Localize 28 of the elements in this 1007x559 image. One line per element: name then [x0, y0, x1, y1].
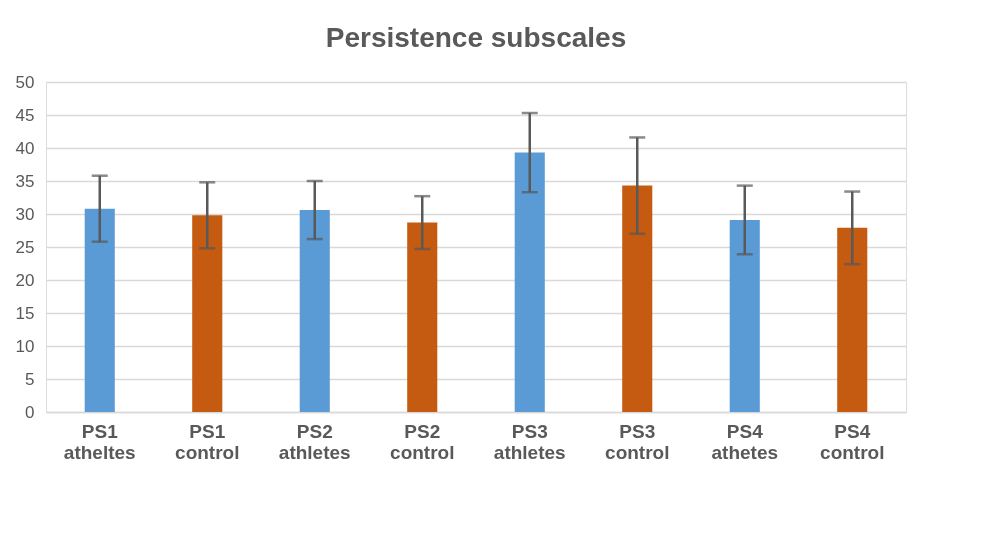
- y-tick-label: 0: [25, 402, 35, 422]
- y-tick-label: 25: [15, 237, 35, 257]
- bar: [514, 152, 545, 412]
- y-tick-label: 45: [15, 105, 35, 125]
- bar: [729, 219, 760, 412]
- bar: [299, 210, 330, 412]
- x-tick-label: PS4 athetes: [711, 420, 779, 463]
- y-tick-label: 5: [25, 369, 35, 389]
- x-tick-label: PS2 athletes: [278, 420, 351, 463]
- y-tick-label: 30: [15, 204, 35, 224]
- bar: [407, 222, 438, 412]
- y-tick-label: 15: [15, 303, 35, 323]
- y-tick-label: 50: [15, 72, 35, 92]
- bar: [837, 227, 868, 412]
- x-tick-label: PS3 control: [605, 420, 670, 463]
- y-tick-label: 20: [15, 270, 35, 290]
- x-tick-label: PS1 atheltes: [63, 420, 136, 463]
- y-tick-label: 40: [15, 138, 35, 158]
- bar: [622, 185, 653, 412]
- x-tick-label: PS2 control: [390, 420, 455, 463]
- x-tick-label: PS4 control: [820, 420, 885, 463]
- y-tick-label: 10: [15, 336, 35, 356]
- bar: [192, 215, 223, 412]
- x-tick-label: PS1 control: [175, 420, 240, 463]
- y-tick-label: 35: [15, 171, 35, 191]
- bar: [84, 208, 115, 412]
- chart-title: Persistence subscales: [325, 22, 627, 53]
- x-tick-label: PS3 athletes: [493, 420, 566, 463]
